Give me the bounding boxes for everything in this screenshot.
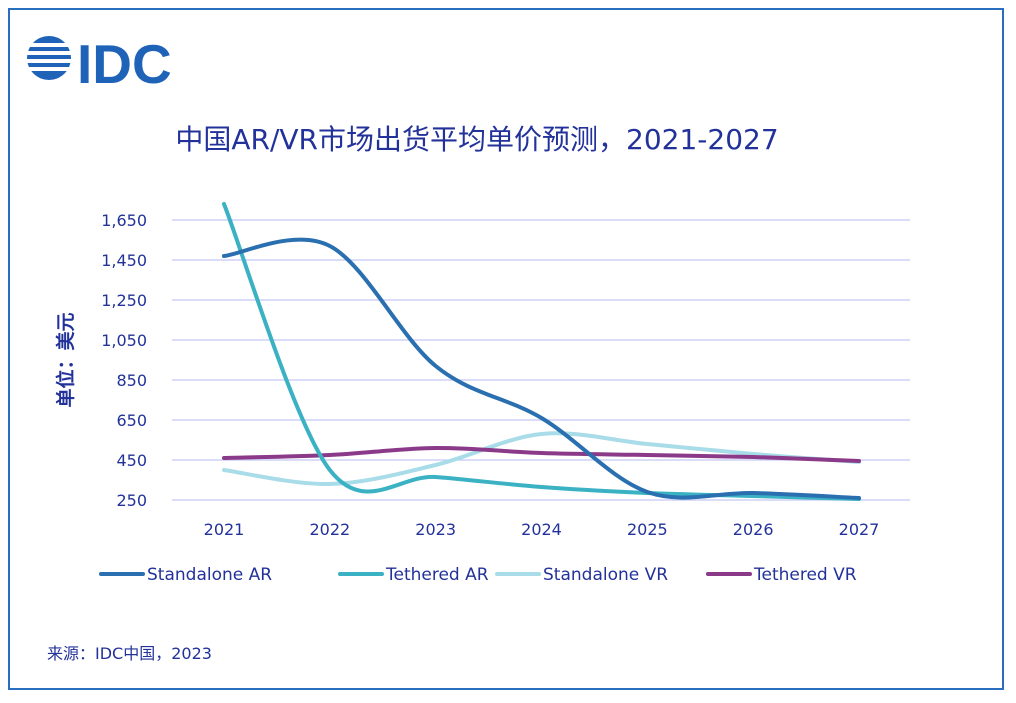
y-tick-label: 850 — [116, 371, 147, 390]
series-line-standalone-ar — [222, 237, 861, 500]
y-tick-label: 250 — [116, 491, 147, 510]
y-tick-label: 1,050 — [101, 331, 147, 350]
legend-label: Tethered VR — [753, 565, 857, 585]
chart-title: 中国AR/VR市场出货平均单价预测，2021-2027 — [175, 123, 778, 156]
x-tick-label: 2021 — [204, 520, 245, 539]
legend-label: Standalone AR — [147, 565, 272, 585]
legend-item-tethered-ar: Tethered AR — [338, 565, 489, 585]
x-tick-labels: 2021 2022 2023 2024 2025 2026 2027 — [204, 520, 880, 539]
y-tick-label: 1,250 — [101, 291, 147, 310]
y-tick-labels: 250 450 650 850 1,050 1,250 1,450 1,650 — [101, 211, 147, 510]
y-axis-label: 单位：美元 — [54, 312, 77, 407]
y-tick-label: 650 — [116, 411, 147, 430]
y-tick-label: 1,450 — [101, 251, 147, 270]
legend-label: Standalone VR — [543, 565, 668, 585]
legend: Standalone AR Tethered AR Standalone VR Tet… — [99, 565, 857, 585]
idc-globe-icon — [24, 36, 74, 80]
x-tick-label: 2025 — [627, 520, 668, 539]
legend-item-standalone-ar: Standalone AR — [99, 565, 272, 585]
x-tick-label: 2023 — [415, 520, 456, 539]
x-tick-label: 2027 — [839, 520, 880, 539]
series-line-tethered-ar — [222, 202, 861, 501]
series-line-standalone-vr — [222, 431, 861, 487]
series-lines — [222, 202, 861, 501]
series-line-tethered-vr — [222, 445, 861, 463]
legend-item-standalone-vr: Standalone VR — [495, 565, 668, 585]
legend-item-tethered-vr: Tethered VR — [706, 565, 857, 585]
x-tick-label: 2024 — [521, 520, 562, 539]
chart-frame — [8, 8, 1004, 690]
idc-logo-text: IDC — [77, 33, 172, 95]
idc-logo: IDC — [24, 33, 172, 95]
x-tick-label: 2022 — [309, 520, 350, 539]
source-note: 来源：IDC中国，2023 — [47, 644, 212, 663]
y-tick-label: 1,650 — [101, 211, 147, 230]
legend-label: Tethered AR — [385, 565, 489, 585]
x-tick-label: 2026 — [733, 520, 774, 539]
y-tick-label: 450 — [116, 451, 147, 470]
